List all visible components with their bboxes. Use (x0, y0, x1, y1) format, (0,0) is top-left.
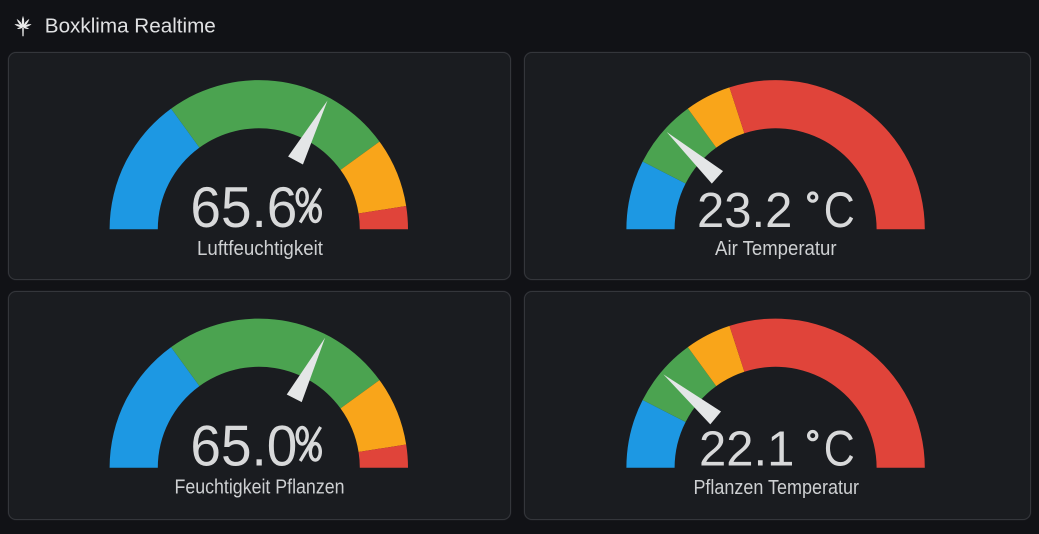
svg-text:C: C (824, 420, 855, 476)
svg-text:Air Temperatur: Air Temperatur (715, 238, 837, 260)
svg-text:Pflanzen Temperatur: Pflanzen Temperatur (693, 477, 859, 499)
svg-text:Boxklima Realtime: Boxklima Realtime (45, 16, 216, 38)
svg-text:Luftfeuchtigkeit: Luftfeuchtigkeit (197, 238, 323, 260)
svg-text:23.2: 23.2 (697, 184, 792, 238)
svg-text:Feuchtigkeit Pflanzen: Feuchtigkeit Pflanzen (175, 477, 345, 499)
svg-text:22.1: 22.1 (699, 423, 794, 477)
svg-text:C: C (824, 182, 855, 238)
svg-text:65.0: 65.0 (190, 415, 297, 479)
svg-text:65.6: 65.6 (190, 176, 297, 240)
